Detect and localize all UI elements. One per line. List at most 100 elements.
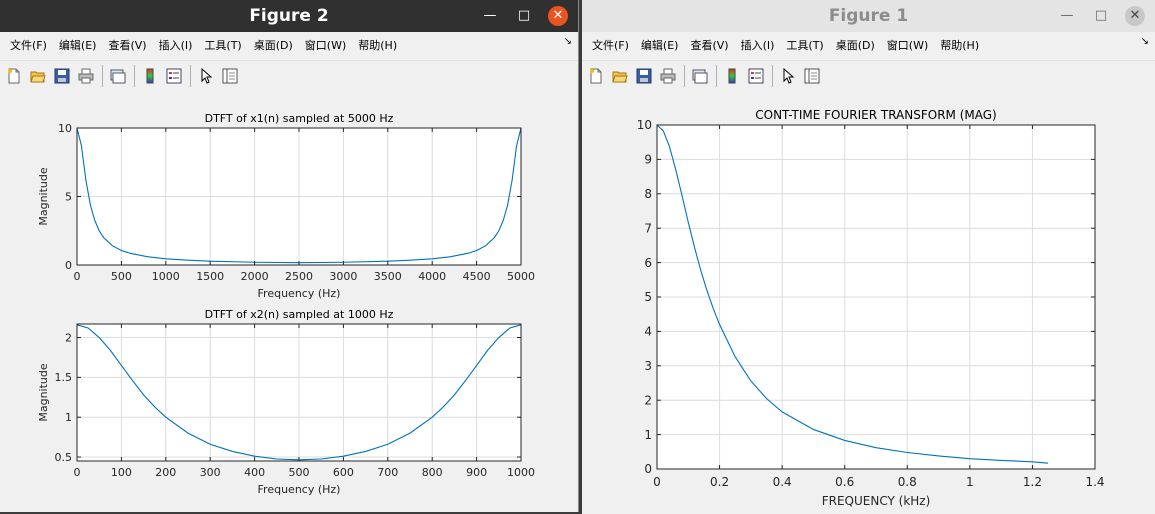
save-icon[interactable] (52, 66, 72, 86)
legend-icon[interactable] (746, 66, 766, 86)
x-axis-label: FREQUENCY (kHz) (822, 494, 931, 508)
x-tick-label: 0.4 (773, 475, 792, 489)
x-tick-label: 700 (377, 466, 398, 479)
menu-window[interactable]: 窗口(W) (886, 39, 929, 52)
x-tick-label: 0.6 (835, 475, 854, 489)
chart-title: DTFT of x2(n) sampled at 1000 Hz (205, 308, 394, 321)
menubar-dock-icon[interactable]: ↘ (563, 36, 572, 47)
chart-title: DTFT of x1(n) sampled at 5000 Hz (205, 112, 394, 125)
y-tick-label: 8 (644, 187, 652, 201)
x-tick-label: 200 (155, 466, 176, 479)
menubar-dock-icon[interactable]: ↘ (1140, 36, 1149, 47)
toolbar-separator (102, 65, 103, 87)
x-tick-label: 300 (200, 466, 221, 479)
edit-plot-icon[interactable] (196, 66, 216, 86)
y-tick-label: 6 (644, 256, 652, 270)
y-axis-label: Magnitude (37, 167, 50, 226)
x-tick-label: 0 (74, 270, 81, 283)
new-figure-icon[interactable] (4, 66, 24, 86)
x-tick-label: 900 (466, 466, 487, 479)
minimize-icon[interactable]: — (483, 8, 497, 23)
menu-tools[interactable]: 工具(T) (786, 39, 824, 52)
x-tick-label: 400 (244, 466, 265, 479)
x-tick-label: 3500 (374, 270, 402, 283)
colorbar-icon[interactable] (722, 66, 742, 86)
menu-window[interactable]: 窗口(W) (304, 39, 347, 52)
close-icon[interactable]: ✕ (548, 6, 568, 26)
x-tick-label: 4500 (463, 270, 491, 283)
toolbar-separator (716, 65, 717, 87)
menu-edit[interactable]: 编辑(E) (58, 39, 97, 52)
menu-desktop[interactable]: 桌面(D) (253, 39, 293, 52)
figure2-titlebar[interactable]: Figure 2 — □ ✕ (0, 0, 578, 32)
menu-edit[interactable]: 编辑(E) (640, 39, 679, 52)
open-file-icon[interactable] (610, 66, 630, 86)
menu-tools[interactable]: 工具(T) (204, 39, 242, 52)
minimize-icon[interactable]: — (1060, 8, 1074, 23)
print-icon[interactable] (76, 66, 96, 86)
x-tick-label: 1000 (507, 466, 535, 479)
menu-view[interactable]: 查看(V) (690, 39, 729, 52)
toolbar-separator (134, 65, 135, 87)
chart-0: 0 500 1000 1500 2000 2500 3000 3500 4000 4500 5000… (37, 112, 535, 300)
series-line (656, 124, 1049, 464)
maximize-icon[interactable]: □ (517, 8, 531, 23)
x-tick-label: 0 (74, 466, 81, 479)
y-tick-label: 5 (644, 290, 652, 304)
figure1-menubar: 文件(F) 编辑(E) 查看(V) 插入(I) 工具(T) 桌面(D) 窗口(W… (582, 32, 1155, 61)
figure2-plot-area: 0 500 1000 1500 2000 2500 3000 3500 4000 4500 5000… (0, 91, 578, 512)
y-tick-label: 7 (644, 221, 652, 235)
new-figure-icon[interactable] (586, 66, 606, 86)
x-tick-label: 500 (111, 270, 132, 283)
close-icon[interactable]: ✕ (1125, 6, 1145, 26)
edit-plot-icon[interactable] (778, 66, 798, 86)
y-tick-label: 2 (65, 331, 72, 344)
chart-title: CONT-TIME FOURIER TRANSFORM (MAG) (755, 108, 996, 122)
menu-desktop[interactable]: 桌面(D) (835, 39, 875, 52)
figure2-title: Figure 2 (249, 6, 329, 26)
menu-file[interactable]: 文件(F) (10, 39, 47, 52)
menu-file[interactable]: 文件(F) (592, 39, 629, 52)
y-tick-label: 1.5 (55, 371, 73, 384)
link-plot-icon[interactable] (690, 66, 710, 86)
x-tick-label: 500 (289, 466, 310, 479)
legend-icon[interactable] (164, 66, 184, 86)
toolbar-separator (684, 65, 685, 87)
y-tick-label: 4 (644, 325, 652, 339)
menu-insert[interactable]: 插入(I) (740, 39, 775, 52)
chart-2: 0 0.2 0.4 0.6 0.8 1 1.2 1.4 0 1 2 3 4 5 6 7 8 9 10 CONT-TIM… (637, 108, 1105, 508)
open-file-icon[interactable] (28, 66, 48, 86)
x-tick-label: 1500 (196, 270, 224, 283)
x-tick-label: 1.2 (1023, 475, 1042, 489)
figure1-titlebar[interactable]: Figure 1 — □ ✕ (582, 0, 1155, 32)
y-tick-label: 0 (644, 462, 652, 476)
y-axis-label: Magnitude (37, 363, 50, 422)
print-icon[interactable] (658, 66, 678, 86)
figure2-menubar: 文件(F) 编辑(E) 查看(V) 插入(I) 工具(T) 桌面(D) 窗口(W… (0, 32, 578, 61)
figure1-plot-area: 0 0.2 0.4 0.6 0.8 1 1.2 1.4 0 1 2 3 4 5 6 7 8 9 10 CONT-TIM… (582, 91, 1155, 514)
figure1-toolbar (582, 61, 1155, 92)
menu-help[interactable]: 帮助(H) (940, 39, 980, 52)
property-inspector-icon[interactable] (802, 66, 822, 86)
property-inspector-icon[interactable] (220, 66, 240, 86)
x-tick-label: 5000 (507, 270, 535, 283)
y-tick-label: 5 (65, 190, 72, 203)
y-tick-label: 0 (65, 259, 72, 272)
x-axis-label: Frequency (Hz) (258, 287, 341, 300)
colorbar-icon[interactable] (140, 66, 160, 86)
save-icon[interactable] (634, 66, 654, 86)
maximize-icon[interactable]: □ (1094, 8, 1108, 23)
menu-help[interactable]: 帮助(H) (358, 39, 398, 52)
menu-insert[interactable]: 插入(I) (158, 39, 193, 52)
figure2-window: Figure 2 — □ ✕ 文件(F) 编辑(E) 查看(V) 插入(I) 工… (0, 0, 579, 512)
x-tick-label: 1.4 (1085, 475, 1104, 489)
x-tick-label: 3000 (329, 270, 357, 283)
figure2-chart: 0 500 1000 1500 2000 2500 3000 3500 4000 4500 5000… (37, 112, 535, 496)
toolbar-separator (772, 65, 773, 87)
figure1-title: Figure 1 (828, 6, 909, 26)
y-tick-label: 9 (644, 153, 652, 167)
menu-view[interactable]: 查看(V) (108, 39, 147, 52)
toolbar-separator (190, 65, 191, 87)
x-tick-label: 2000 (241, 270, 269, 283)
link-plot-icon[interactable] (108, 66, 128, 86)
